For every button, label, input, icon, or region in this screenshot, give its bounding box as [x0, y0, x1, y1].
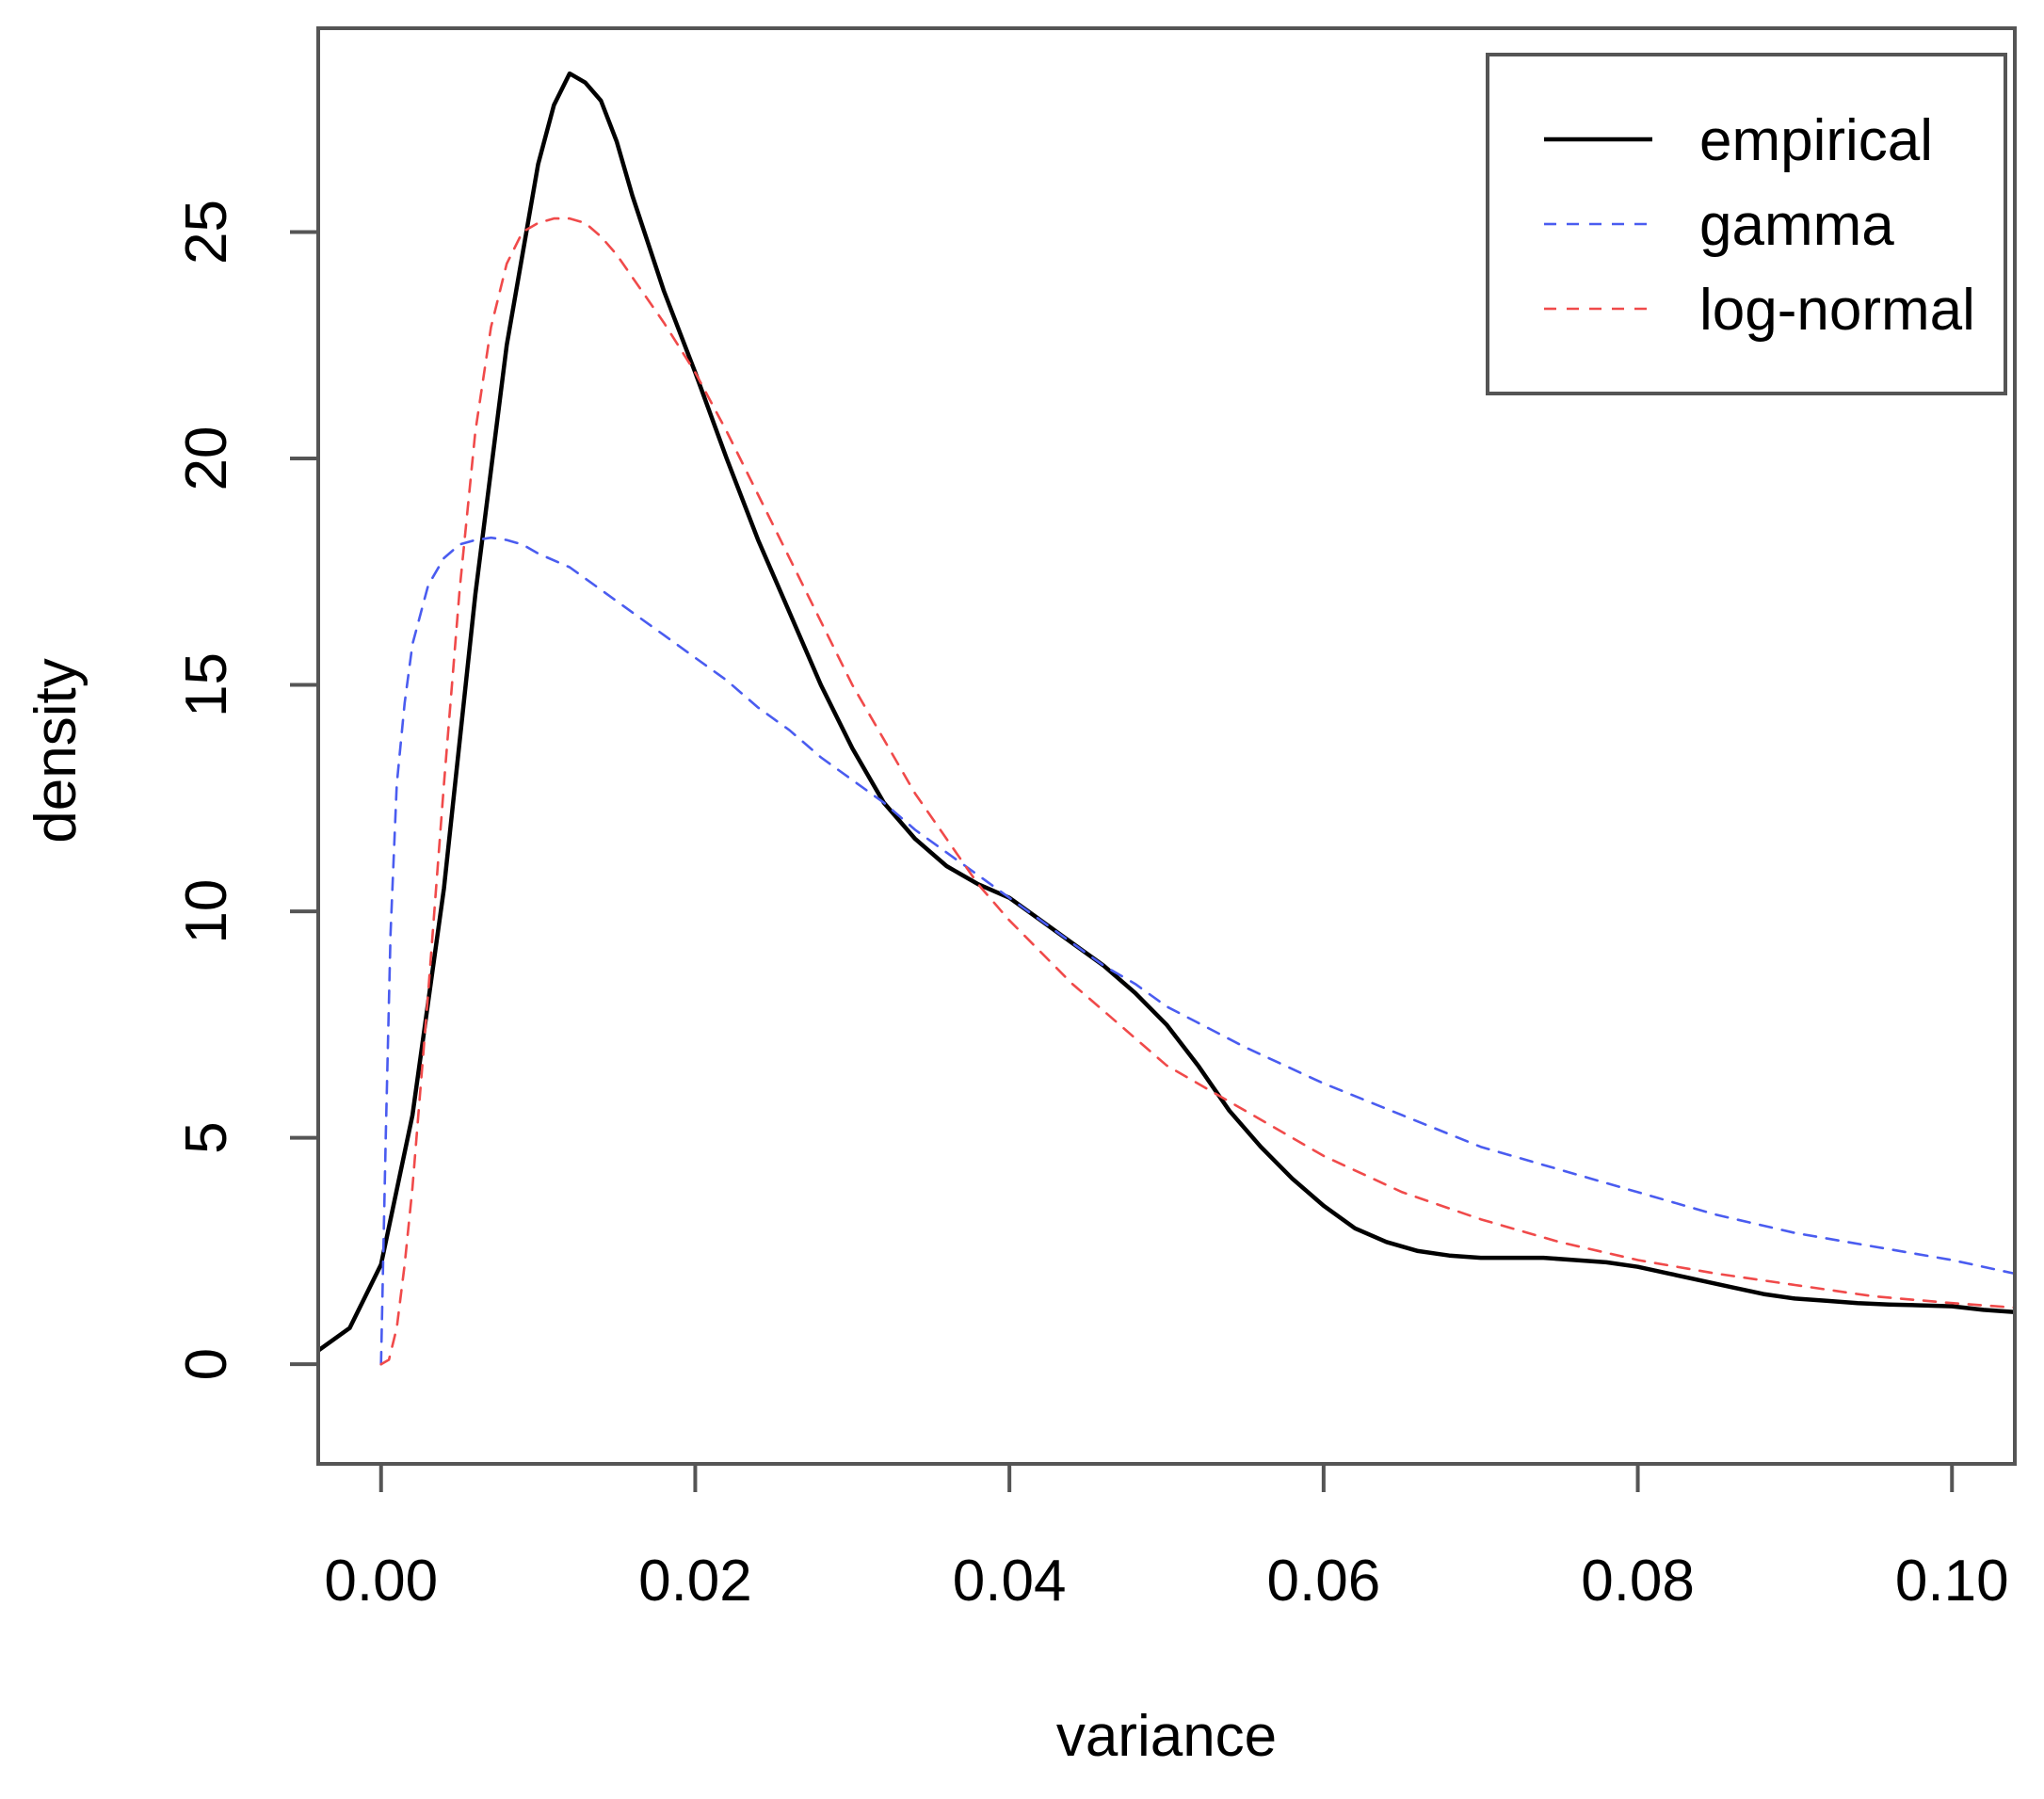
legend-label: log-normal	[1699, 278, 1975, 343]
series-layer	[318, 71, 2015, 1366]
legend-label: empirical	[1699, 108, 1933, 173]
series-line-empirical	[318, 71, 2015, 1353]
x-tick-label: 0.06	[1267, 1549, 1381, 1614]
y-tick-label: 5	[174, 1121, 239, 1153]
x-axis: 0.00 0.02 0.04 0.06 0.08 0.10	[324, 1462, 2009, 1614]
y-axis-title: density	[24, 658, 89, 843]
x-tick-label: 0.10	[1895, 1549, 2009, 1614]
x-axis-title: variance	[1056, 1704, 1277, 1769]
y-tick-label: 15	[174, 652, 239, 717]
x-tick-label: 0.04	[953, 1549, 1067, 1614]
y-tick-label: 0	[174, 1348, 239, 1380]
y-tick-label: 25	[174, 200, 239, 265]
y-axis: 0 5 10 15 20 25	[174, 200, 320, 1380]
x-tick-label: 0.02	[638, 1549, 752, 1614]
x-tick-label: 0.00	[324, 1549, 438, 1614]
legend: empirical gamma log-normal	[1486, 53, 2007, 395]
series-line-gamma	[379, 536, 2015, 1366]
y-tick-label: 10	[174, 879, 239, 944]
x-tick-label: 0.08	[1581, 1549, 1695, 1614]
series-line-log-normal	[379, 217, 2015, 1366]
y-tick-label: 20	[174, 426, 239, 491]
legend-label: gamma	[1699, 193, 1894, 258]
